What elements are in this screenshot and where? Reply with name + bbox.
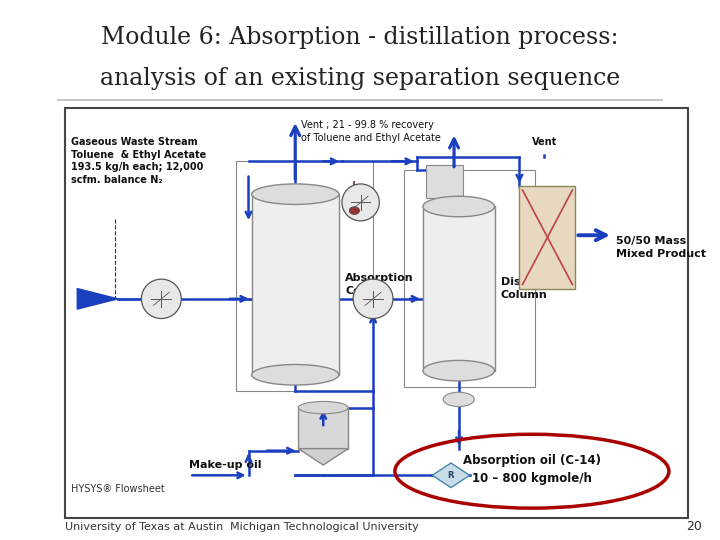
Bar <box>426 165 464 198</box>
Text: Distillation
Column: Distillation Column <box>500 277 569 300</box>
Text: Gaseous Waste Stream
Toluene  & Ethyl Acetate
193.5 kg/h each; 12,000
scfm. bala: Gaseous Waste Stream Toluene & Ethyl Ace… <box>71 137 206 185</box>
Text: Vent ; 21 - 99.8 % recovery
of Toluene and Ethyl Acetate: Vent ; 21 - 99.8 % recovery of Toluene a… <box>302 120 441 143</box>
Text: Module 6: Absorption - distillation process:: Module 6: Absorption - distillation proc… <box>102 26 618 49</box>
Text: HYSYS® Flowsheet: HYSYS® Flowsheet <box>71 484 165 494</box>
Ellipse shape <box>298 401 348 414</box>
Ellipse shape <box>252 364 339 385</box>
Text: Make-up oil: Make-up oil <box>189 460 262 470</box>
Ellipse shape <box>141 279 181 319</box>
Ellipse shape <box>353 279 393 319</box>
Text: Absorption oil (C-14)
10 – 800 kgmole/h: Absorption oil (C-14) 10 – 800 kgmole/h <box>463 454 601 485</box>
Bar <box>404 170 535 387</box>
Ellipse shape <box>423 360 495 381</box>
Ellipse shape <box>252 184 339 205</box>
Text: 20: 20 <box>686 520 702 533</box>
Bar <box>65 108 688 518</box>
Bar <box>423 206 495 370</box>
Text: 50/50 Mass
Mixed Product: 50/50 Mass Mixed Product <box>616 236 706 259</box>
Bar <box>252 194 339 375</box>
Bar <box>298 408 348 449</box>
Polygon shape <box>432 463 469 488</box>
Ellipse shape <box>342 184 379 221</box>
Text: University of Texas at Austin: University of Texas at Austin <box>65 522 223 531</box>
Ellipse shape <box>423 196 495 217</box>
Text: R: R <box>448 471 454 480</box>
Polygon shape <box>298 449 348 465</box>
Ellipse shape <box>443 392 474 407</box>
Bar <box>236 161 373 391</box>
Text: Michigan Technological University: Michigan Technological University <box>230 522 419 531</box>
Polygon shape <box>77 288 118 309</box>
Circle shape <box>349 207 359 214</box>
Text: analysis of an existing separation sequence: analysis of an existing separation seque… <box>100 67 620 90</box>
Bar <box>519 186 575 288</box>
Text: Absorption
Column: Absorption Column <box>345 273 414 296</box>
Text: Vent: Vent <box>532 137 557 147</box>
